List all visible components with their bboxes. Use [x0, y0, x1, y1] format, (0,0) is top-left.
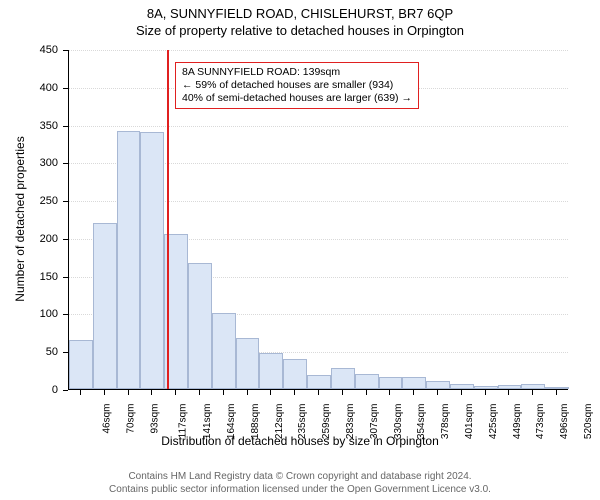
histogram-bar [236, 338, 260, 389]
x-tick-mark [128, 390, 129, 395]
x-tick-mark [342, 390, 343, 395]
histogram-bar [283, 359, 307, 389]
y-tick-mark [63, 126, 68, 127]
x-tick-label: 330sqm [393, 404, 404, 440]
x-tick-mark [389, 390, 390, 395]
histogram-bar [498, 385, 522, 389]
x-tick-label: 235sqm [297, 404, 308, 440]
y-tick-label: 400 [0, 82, 58, 94]
x-tick-mark [532, 390, 533, 395]
histogram-bar [521, 384, 545, 389]
histogram-bar [188, 263, 212, 389]
histogram-bar [140, 132, 164, 389]
x-tick-label: 141sqm [202, 404, 213, 440]
y-tick-label: 150 [0, 271, 58, 283]
x-tick-label: 188sqm [250, 404, 261, 440]
y-tick-mark [63, 201, 68, 202]
x-tick-mark [485, 390, 486, 395]
gridline [69, 50, 568, 51]
y-tick-label: 0 [0, 384, 58, 396]
x-tick-label: 496sqm [559, 404, 570, 440]
plot-area: 8A SUNNYFIELD ROAD: 139sqm ← 59% of deta… [68, 50, 568, 390]
x-tick-mark [294, 390, 295, 395]
x-tick-mark [461, 390, 462, 395]
histogram-bar [307, 375, 331, 389]
x-tick-label: 164sqm [226, 404, 237, 440]
histogram-bar [93, 223, 117, 389]
annotation-line-3: 40% of semi-detached houses are larger (… [182, 92, 412, 105]
x-tick-mark [247, 390, 248, 395]
histogram-bar [402, 377, 426, 389]
histogram-bar [69, 340, 93, 389]
y-tick-mark [63, 352, 68, 353]
histogram-bar [212, 313, 236, 389]
x-tick-mark [175, 390, 176, 395]
y-tick-mark [63, 88, 68, 89]
histogram-bar [331, 368, 355, 389]
chart-title-1: 8A, SUNNYFIELD ROAD, CHISLEHURST, BR7 6Q… [0, 0, 600, 21]
chart-title-2: Size of property relative to detached ho… [0, 21, 600, 38]
x-tick-label: 93sqm [149, 404, 160, 434]
x-tick-label: 212sqm [274, 404, 285, 440]
x-tick-mark [80, 390, 81, 395]
x-tick-label: 283sqm [345, 404, 356, 440]
x-tick-mark [437, 390, 438, 395]
x-tick-mark [318, 390, 319, 395]
histogram-bar [450, 384, 474, 389]
x-tick-mark [199, 390, 200, 395]
annotation-box: 8A SUNNYFIELD ROAD: 139sqm ← 59% of deta… [175, 62, 419, 109]
histogram-bar [426, 381, 450, 389]
y-tick-mark [63, 390, 68, 391]
histogram-bar [355, 374, 379, 389]
histogram-bar [259, 353, 283, 389]
x-tick-label: 46sqm [101, 404, 112, 434]
y-tick-label: 200 [0, 233, 58, 245]
x-tick-mark [508, 390, 509, 395]
x-tick-label: 259sqm [321, 404, 332, 440]
y-tick-label: 350 [0, 120, 58, 132]
x-tick-label: 378sqm [440, 404, 451, 440]
histogram-bar [545, 387, 569, 389]
y-tick-mark [63, 277, 68, 278]
x-tick-label: 70sqm [125, 404, 136, 434]
y-tick-label: 250 [0, 195, 58, 207]
y-tick-mark [63, 163, 68, 164]
annotation-line-2: ← 59% of detached houses are smaller (93… [182, 79, 412, 92]
gridline [69, 126, 568, 127]
x-tick-label: 117sqm [178, 404, 189, 439]
footer-line-1: Contains HM Land Registry data © Crown c… [0, 471, 600, 484]
x-tick-label: 354sqm [417, 404, 428, 440]
chart-container: Number of detached properties 8A SUNNYFI… [0, 42, 600, 442]
x-tick-label: 449sqm [512, 404, 523, 440]
annotation-line-1: 8A SUNNYFIELD ROAD: 139sqm [182, 66, 412, 79]
x-tick-mark [413, 390, 414, 395]
x-tick-mark [223, 390, 224, 395]
footer-line-2: Contains public sector information licen… [0, 484, 600, 497]
y-tick-label: 300 [0, 157, 58, 169]
y-axis-label: Number of detached properties [13, 119, 27, 319]
y-tick-mark [63, 50, 68, 51]
x-tick-mark [270, 390, 271, 395]
histogram-bar [379, 377, 403, 389]
x-tick-mark [151, 390, 152, 395]
histogram-bar [474, 386, 498, 389]
x-tick-label: 473sqm [536, 404, 547, 440]
histogram-bar [117, 131, 141, 389]
y-tick-mark [63, 239, 68, 240]
x-tick-mark [104, 390, 105, 395]
y-tick-label: 450 [0, 44, 58, 56]
footer-attribution: Contains HM Land Registry data © Crown c… [0, 471, 600, 496]
x-tick-mark [366, 390, 367, 395]
x-tick-label: 520sqm [583, 404, 594, 440]
x-tick-label: 401sqm [464, 404, 475, 440]
y-tick-mark [63, 314, 68, 315]
x-tick-mark [556, 390, 557, 395]
y-tick-label: 50 [0, 346, 58, 358]
reference-marker-line [167, 50, 169, 389]
y-tick-label: 100 [0, 308, 58, 320]
x-tick-label: 307sqm [369, 404, 380, 440]
x-tick-label: 425sqm [488, 404, 499, 440]
